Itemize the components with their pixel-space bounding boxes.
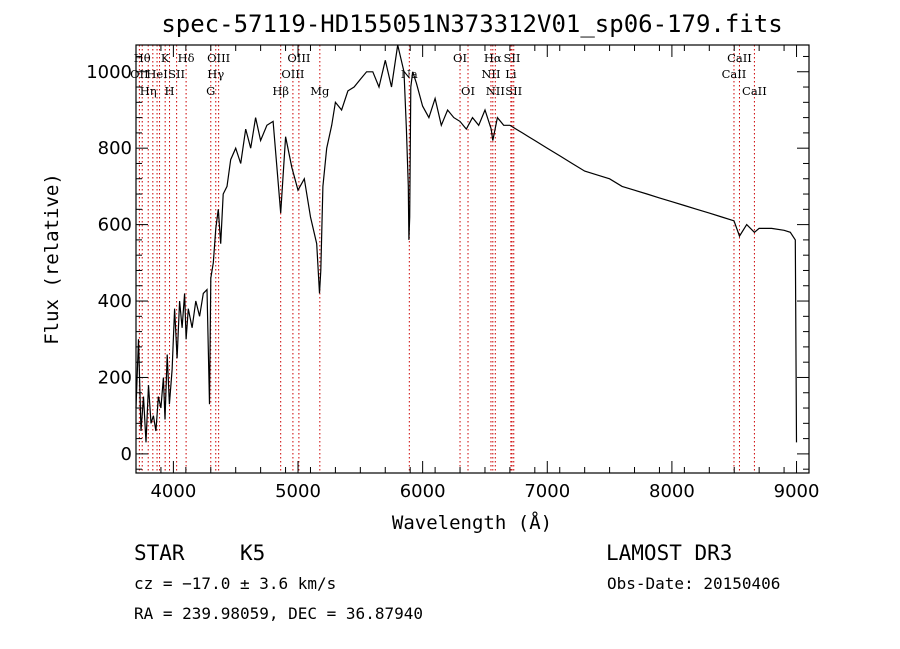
x-tick-label: 4000 xyxy=(150,481,196,502)
x-tick-label: 5000 xyxy=(275,481,321,502)
y-tick-label: 200 xyxy=(98,367,132,388)
line-marker-label: CaII xyxy=(727,51,752,65)
line-marker-label: HeI xyxy=(146,67,167,81)
chart-title: spec-57119-HD155051N373312V01_sp06-179.f… xyxy=(161,10,782,38)
spectrum-line xyxy=(135,44,798,443)
line-marker-label: NII xyxy=(486,84,505,98)
x-tick-label: 7000 xyxy=(524,481,570,502)
line-marker-label: OII xyxy=(130,67,149,81)
line-marker-label: CaII xyxy=(722,67,747,81)
redshift-cz: cz = −17.0 ± 3.6 km/s xyxy=(134,574,336,593)
line-marker-label: K xyxy=(161,51,170,65)
line-marker-label: SII xyxy=(504,51,521,65)
axis-ticks xyxy=(135,45,810,473)
line-label-group: Hθ OII Hη HeI K H SII Hδ G Hγ OIII Hβ OIII OIII Mg Na OI… xyxy=(130,51,767,98)
x-axis-label: Wavelength (Å) xyxy=(392,511,552,534)
y-tick-label: 400 xyxy=(98,291,132,312)
y-tick-label: 0 xyxy=(121,444,132,465)
line-marker-label: Hγ xyxy=(207,67,224,81)
object-subclass: K5 xyxy=(240,541,265,565)
x-tick-label: 9000 xyxy=(774,481,820,502)
line-marker-label: G xyxy=(206,84,215,98)
y-axis-label: Flux (relative) xyxy=(41,173,63,345)
y-tick-label: 600 xyxy=(98,215,132,236)
line-marker-label: Hη xyxy=(140,84,157,98)
line-marker-label: Hθ xyxy=(134,51,151,65)
line-marker-label: OIII xyxy=(287,51,310,65)
y-tick-label: 800 xyxy=(98,138,132,159)
line-marker-label: Hδ xyxy=(178,51,195,65)
line-marker-label: H xyxy=(165,84,175,98)
line-marker-label: Mg xyxy=(310,84,330,98)
line-marker-group xyxy=(138,45,755,473)
line-marker-label: SII xyxy=(505,84,522,98)
object-class: STAR xyxy=(134,541,185,565)
y-tick-label: 1000 xyxy=(86,62,132,83)
line-marker-label: OI xyxy=(453,51,467,65)
line-marker-label: Li xyxy=(505,67,517,81)
line-marker-label: OI xyxy=(461,84,475,98)
axis-tick-labels: 4000 5000 6000 7000 8000 9000 0 200 400 600 800 100… xyxy=(86,62,819,502)
line-marker-label: OIII xyxy=(281,67,304,81)
line-marker-label: Hα xyxy=(484,51,502,65)
obs-date: Obs-Date: 20150406 xyxy=(607,574,780,593)
line-marker-label: Na xyxy=(401,67,418,81)
line-marker-label: Hβ xyxy=(272,84,289,98)
line-marker-label: SII xyxy=(168,67,185,81)
survey-name: LAMOST DR3 xyxy=(606,541,732,565)
plot-frame xyxy=(135,44,810,474)
line-marker-label: CaII xyxy=(742,84,767,98)
line-marker-label: OIII xyxy=(207,51,230,65)
line-marker-label: NII xyxy=(481,67,500,81)
coordinates: RA = 239.98059, DEC = 36.87940 xyxy=(134,604,423,623)
x-tick-label: 6000 xyxy=(400,481,446,502)
x-tick-label: 8000 xyxy=(649,481,695,502)
